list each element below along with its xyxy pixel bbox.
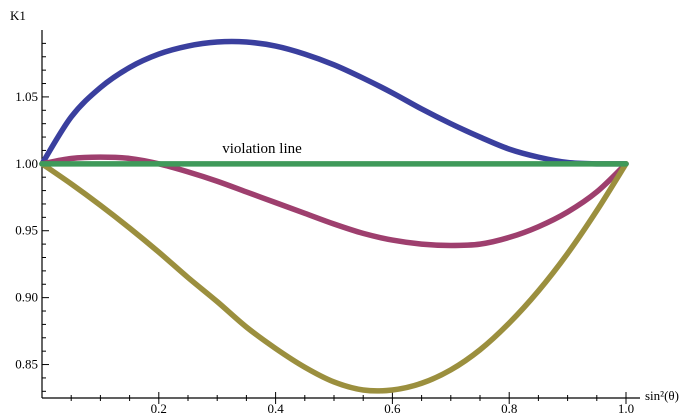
x-tick-label: 0.8	[501, 401, 517, 416]
y-axis-label: K1	[10, 8, 26, 23]
axis-ticks: 0.2 0.4 0.6 0.8 1.0 0.85 0.90 0.95 1.00 1.05	[15, 42, 634, 416]
series-line-2	[39, 154, 629, 249]
y-tick-label: 1.05	[15, 89, 38, 104]
y-tick-label: 0.85	[15, 357, 38, 372]
x-tick-label: 0.4	[267, 401, 284, 416]
x-tick-label: 0.2	[151, 401, 167, 416]
series-line-3	[39, 161, 629, 394]
series-layer	[39, 38, 629, 394]
y-tick-label: 0.90	[15, 290, 38, 305]
series-line-1	[39, 38, 629, 167]
y-tick-label: 1.00	[15, 156, 38, 171]
x-axis-label: sin²(θ)	[645, 388, 679, 403]
x-tick-label: 1.0	[618, 401, 634, 416]
violation-line-label: violation line	[222, 141, 302, 157]
x-tick-label: 0.6	[384, 401, 401, 416]
y-tick-label: 0.95	[15, 223, 38, 238]
annotation-layer: violation line	[222, 141, 302, 157]
